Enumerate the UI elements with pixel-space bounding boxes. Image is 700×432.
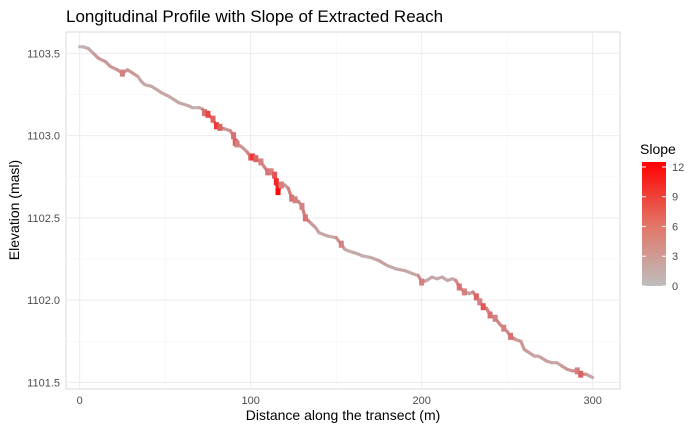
legend: Slope 0 3 6 9 12 — [640, 141, 684, 293]
profile-segment — [377, 259, 390, 268]
profile-point — [202, 109, 207, 117]
profile-point — [508, 332, 514, 340]
x-tick-label: 200 — [412, 395, 430, 407]
y-tick-label: 1103.5 — [27, 48, 60, 60]
legend-tick-label: 6 — [672, 221, 678, 233]
profile-point — [487, 311, 493, 319]
legend-ticks: 0 3 6 9 12 — [642, 162, 684, 293]
profile-point — [574, 367, 580, 375]
profile-point — [480, 303, 486, 311]
profile-point — [273, 178, 279, 186]
profile-point — [461, 288, 467, 296]
profile-line — [78, 45, 595, 380]
profile-segment — [587, 374, 595, 380]
y-tick-label: 1102.5 — [27, 213, 60, 225]
profile-point — [119, 69, 125, 77]
legend-title: Slope — [640, 141, 676, 157]
profile-point — [268, 168, 274, 176]
legend-tick-label: 3 — [672, 251, 678, 263]
profile-point — [578, 370, 584, 378]
y-tick-label: 1102.0 — [27, 295, 60, 307]
x-tick-label: 0 — [77, 395, 83, 407]
profile-point — [210, 115, 216, 123]
y-axis-title: Elevation (masl) — [6, 160, 22, 260]
profile-point — [258, 158, 264, 166]
legend-tick-label: 12 — [672, 162, 684, 174]
profile-point — [205, 110, 211, 118]
profile-point — [275, 188, 281, 196]
x-axis-title: Distance along the transect (m) — [246, 407, 441, 423]
y-axis-ticks: 1101.5 1102.0 1102.5 1103.0 1103.5 — [27, 48, 60, 389]
profile-point — [419, 278, 425, 286]
x-tick-label: 300 — [583, 395, 601, 407]
profile-point — [249, 153, 255, 161]
y-tick-label: 1103.0 — [27, 131, 60, 143]
profile-point — [231, 132, 237, 140]
profile-point — [501, 324, 507, 332]
profile-point — [456, 283, 462, 291]
profile-point — [302, 214, 308, 222]
profile-point — [234, 140, 240, 148]
profile-point — [292, 196, 298, 204]
profile-point — [265, 168, 271, 176]
profile-point — [217, 123, 223, 131]
profile-point — [289, 194, 295, 202]
legend-colorbar — [642, 162, 666, 286]
profile-point — [473, 293, 479, 301]
chart-title: Longitudinal Profile with Slope of Extra… — [66, 7, 443, 26]
y-tick-label: 1101.5 — [27, 377, 60, 389]
x-tick-label: 100 — [241, 395, 259, 407]
profile-point — [477, 298, 483, 306]
profile-point — [213, 122, 219, 130]
profile-point — [278, 181, 284, 189]
profile-point — [272, 171, 278, 179]
x-axis-ticks: 0 100 200 300 — [77, 395, 602, 407]
profile-point — [253, 155, 259, 163]
legend-tick-label: 0 — [672, 281, 678, 293]
profile-point — [492, 314, 498, 322]
profile-point — [299, 202, 305, 210]
profile-point — [338, 240, 344, 248]
legend-tick-label: 9 — [672, 192, 678, 204]
